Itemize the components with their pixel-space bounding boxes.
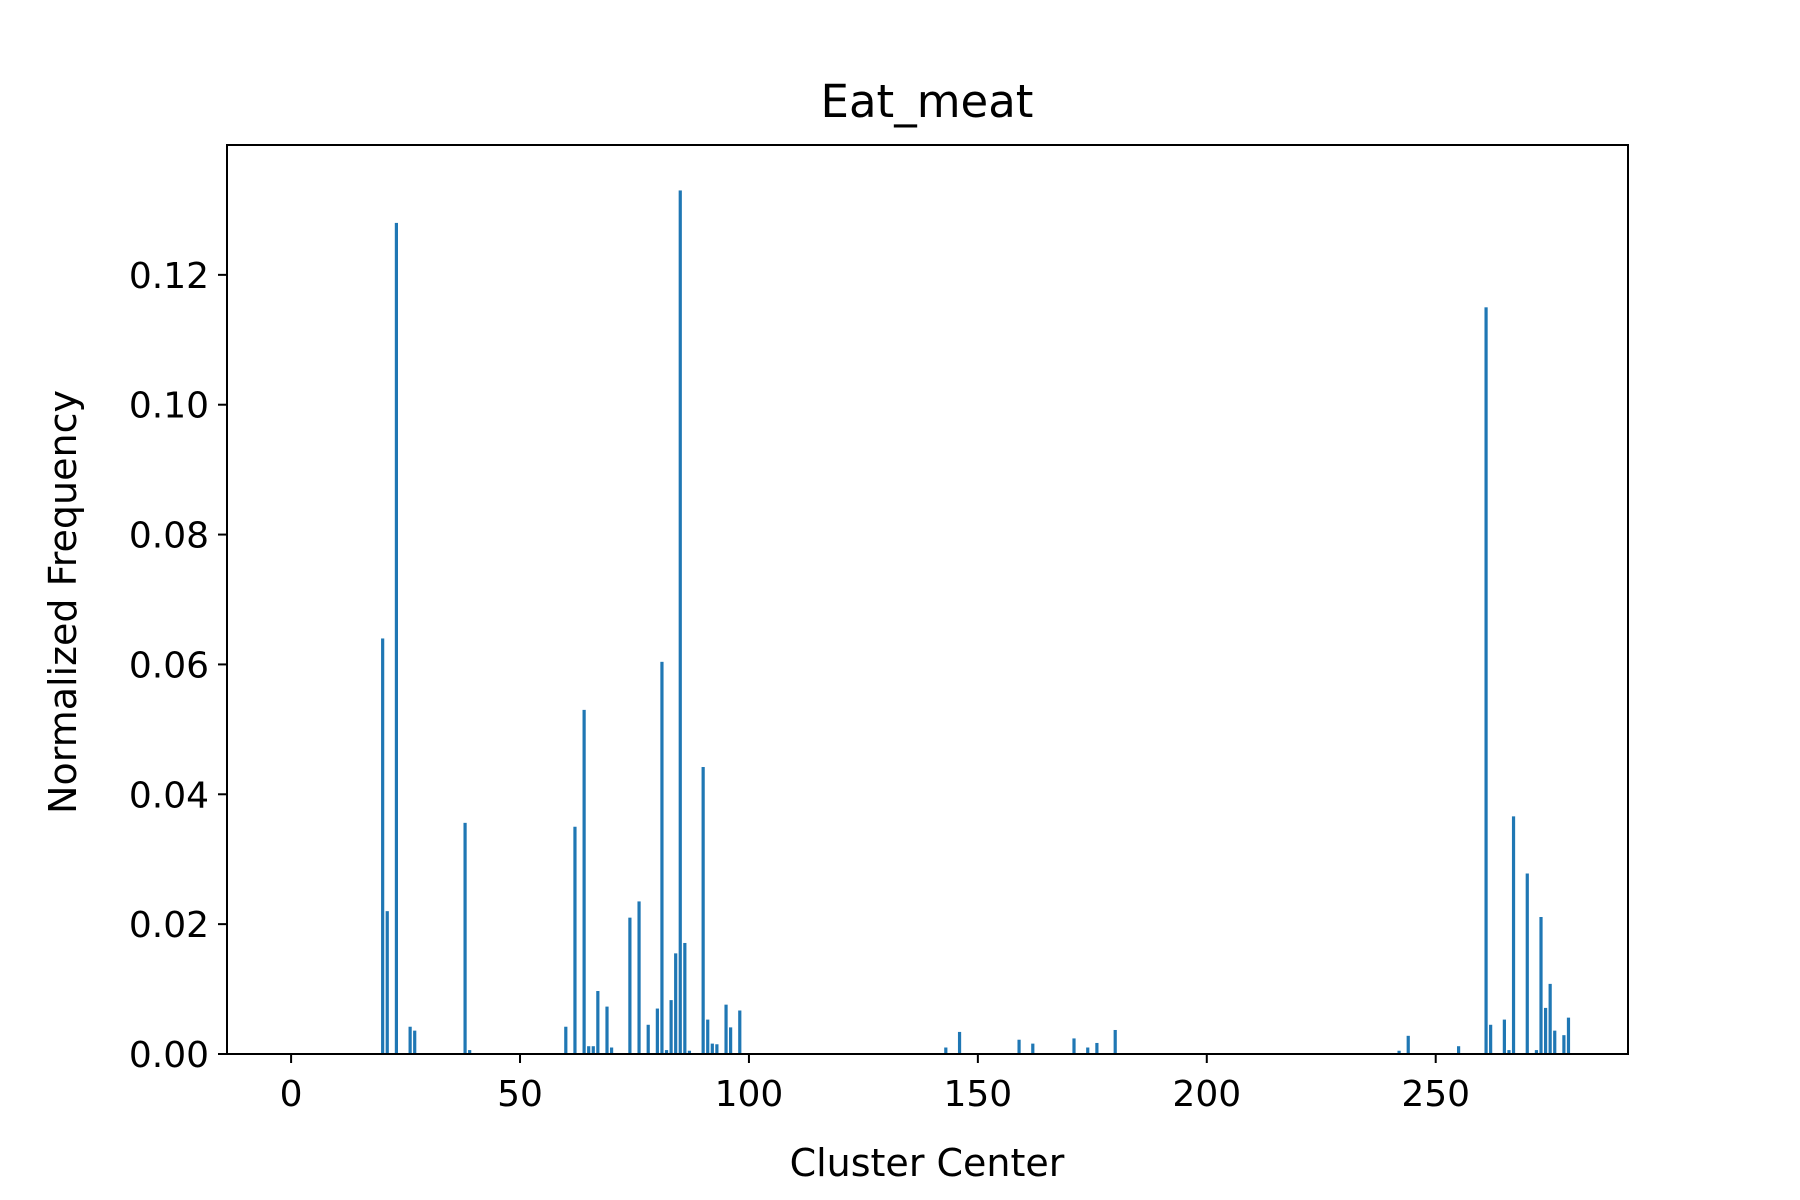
bar-83 (669, 1000, 673, 1054)
bar-66 (591, 1046, 595, 1054)
bar-265 (1502, 1019, 1506, 1054)
bar-62 (573, 826, 577, 1054)
y-tick-label: 0.02 (129, 905, 209, 946)
bar-90 (701, 767, 705, 1054)
bar-171 (1072, 1038, 1076, 1054)
x-tick-label: 150 (944, 1074, 1013, 1115)
bar-67 (596, 991, 600, 1054)
x-tick-label: 250 (1401, 1074, 1470, 1115)
bar-23 (394, 222, 398, 1054)
bar-65 (587, 1046, 591, 1054)
y-tick-label: 0.08 (129, 516, 209, 557)
bar-84 (674, 953, 678, 1054)
bar-270 (1525, 873, 1529, 1054)
bar-262 (1489, 1024, 1493, 1054)
bar-242 (1397, 1050, 1401, 1054)
x-axis-ticks: 0 50 100 150 200 250 (280, 1054, 1470, 1115)
x-tick-label: 0 (280, 1074, 303, 1115)
bar-96 (729, 1027, 733, 1054)
bar-278 (1562, 1035, 1566, 1054)
bar-20 (381, 638, 385, 1054)
bar-92 (710, 1043, 714, 1054)
bars (381, 190, 1571, 1054)
bar-38 (463, 822, 467, 1054)
bar-60 (564, 1026, 568, 1054)
bar-69 (605, 1006, 609, 1054)
bar-74 (628, 917, 632, 1054)
bar-27 (413, 1030, 417, 1054)
bar-255 (1457, 1046, 1461, 1054)
bar-85 (678, 190, 682, 1054)
bar-80 (655, 1008, 659, 1054)
bar-274 (1543, 1007, 1548, 1054)
x-axis-label: Cluster Center (790, 1141, 1065, 1185)
bar-279 (1566, 1017, 1571, 1054)
x-tick-label: 50 (497, 1074, 543, 1115)
y-axis-ticks: 0.00 0.02 0.04 0.06 0.08 0.10 0.12 (129, 256, 227, 1076)
bar-98 (738, 1010, 742, 1054)
y-tick-label: 0.10 (129, 386, 209, 427)
bar-159 (1017, 1039, 1021, 1054)
bar-180 (1113, 1029, 1117, 1054)
bar-267 (1511, 816, 1516, 1054)
bar-39 (468, 1050, 472, 1054)
bar-266 (1507, 1050, 1511, 1054)
y-tick-label: 0.00 (129, 1035, 209, 1076)
chart-title: Eat_meat (821, 75, 1034, 128)
bar-261 (1484, 307, 1488, 1054)
bar-146 (957, 1031, 962, 1054)
y-axis-label: Normalized Frequency (41, 390, 85, 814)
bar-87 (687, 1050, 692, 1054)
y-tick-label: 0.06 (129, 645, 209, 686)
bar-174 (1086, 1047, 1090, 1054)
bar-91 (706, 1019, 710, 1054)
bar-70 (609, 1047, 614, 1054)
bar-176 (1095, 1042, 1099, 1054)
bar-276 (1553, 1030, 1557, 1054)
bar-275 (1548, 983, 1552, 1054)
x-tick-label: 100 (715, 1074, 784, 1115)
bar-64 (582, 709, 586, 1054)
x-tick-label: 200 (1172, 1074, 1241, 1115)
y-tick-label: 0.04 (129, 775, 209, 816)
y-tick-label: 0.12 (129, 256, 209, 297)
bar-81 (660, 661, 664, 1054)
bar-273 (1539, 917, 1543, 1054)
bar-82 (664, 1050, 669, 1054)
bar-143 (944, 1047, 948, 1054)
bar-272 (1534, 1050, 1539, 1054)
bar-162 (1031, 1043, 1035, 1054)
bar-21 (385, 911, 389, 1054)
axes-frame (226, 144, 1629, 1055)
bar-86 (683, 942, 687, 1054)
bar-76 (637, 901, 641, 1054)
bar-78 (646, 1024, 650, 1054)
bar-244 (1406, 1035, 1410, 1054)
bar-95 (724, 1004, 728, 1054)
bar-93 (715, 1044, 719, 1054)
bar-26 (408, 1026, 412, 1054)
